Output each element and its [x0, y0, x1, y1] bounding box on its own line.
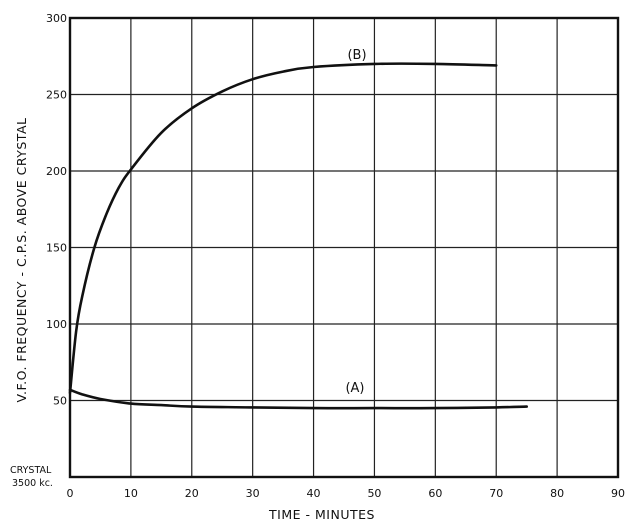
x-tick-label-30: 30	[246, 487, 260, 500]
series-label-0: (B)	[347, 48, 366, 63]
baseline-label-line1: CRYSTAL	[10, 465, 52, 476]
x-tick-label-50: 50	[367, 487, 381, 500]
series-line-0	[68, 62, 498, 395]
x-tick-label-20: 20	[185, 487, 199, 500]
x-tick-label-60: 60	[428, 487, 442, 500]
series-label-1: (A)	[345, 381, 364, 396]
x-tick-label-90: 90	[611, 487, 625, 500]
y-tick-label-50: 50	[53, 395, 67, 408]
x-tick-label-0: 0	[67, 487, 74, 500]
series-line-1	[68, 388, 528, 410]
plot-border	[68, 16, 620, 479]
grid	[70, 18, 618, 477]
x-axis-title: TIME - MINUTES	[268, 507, 375, 522]
tick-labels: 0 10 20 30 40 50 60 70 80 90 50 100 150 200 250 300	[46, 12, 625, 500]
x-tick-label-40: 40	[307, 487, 321, 500]
y-tick-label-150: 150	[46, 242, 67, 255]
baseline-label-line2: 3500 kc.	[12, 478, 53, 489]
y-tick-label-250: 250	[46, 89, 67, 102]
plot-frame	[68, 16, 620, 479]
y-tick-label-200: 200	[46, 165, 67, 178]
x-tick-label-70: 70	[489, 487, 503, 500]
x-tick-label-10: 10	[124, 487, 138, 500]
y-tick-label-300: 300	[46, 12, 67, 25]
y-axis-title: V.F.O. FREQUENCY - C.P.S. ABOVE CRYSTAL	[14, 118, 29, 403]
series-group: (B) (A)	[68, 48, 528, 410]
y-tick-label-100: 100	[46, 318, 67, 331]
x-tick-label-80: 80	[550, 487, 564, 500]
